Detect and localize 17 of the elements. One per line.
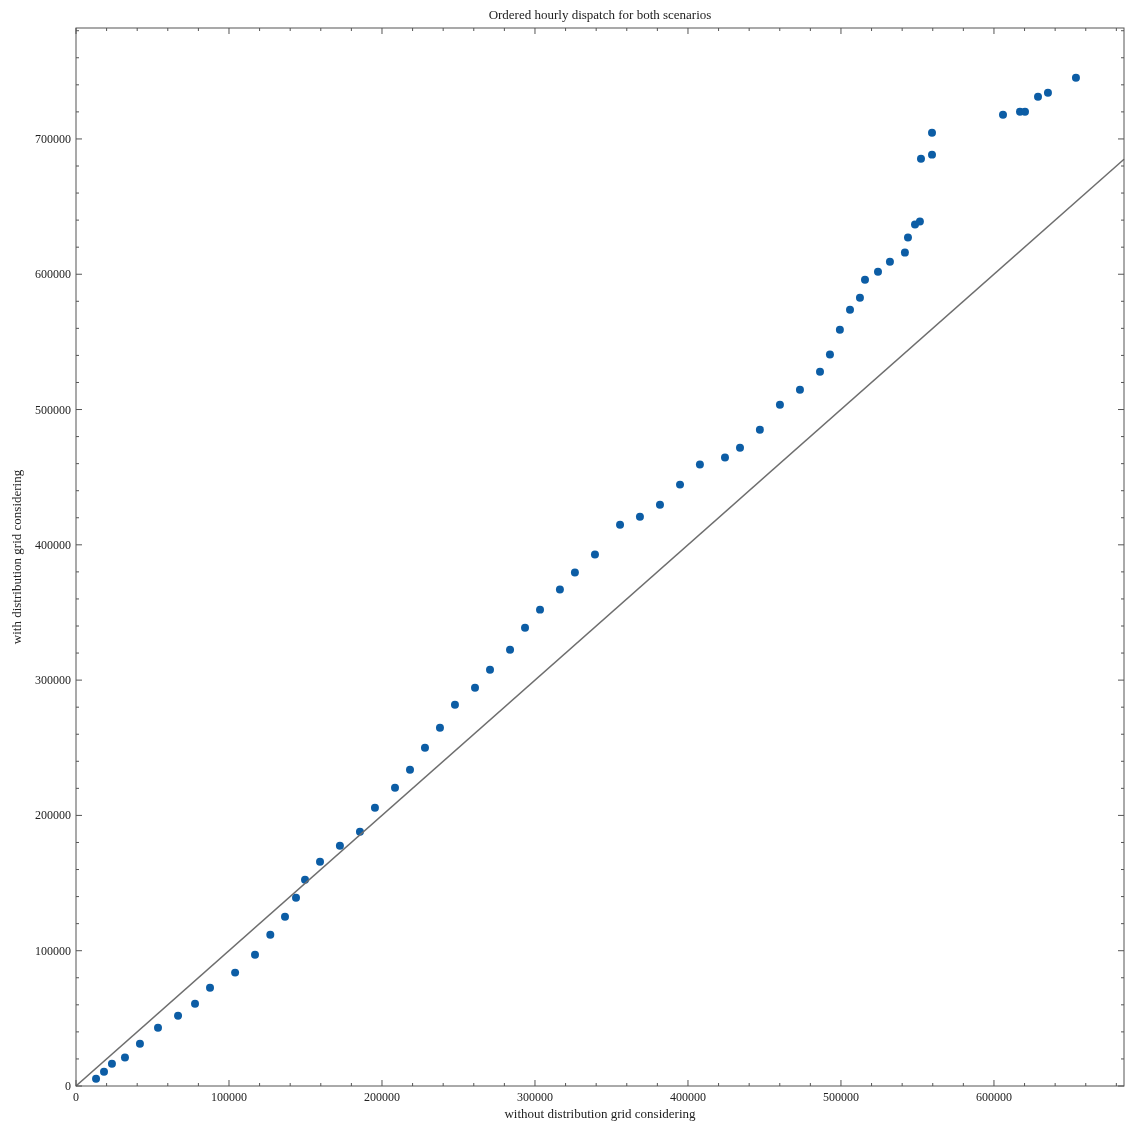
y-tick-label: 400000	[35, 537, 71, 552]
y-tick-label: 700000	[35, 131, 71, 146]
x-tick-label: 200000	[363, 1090, 400, 1104]
x-tick-label: 400000	[669, 1090, 706, 1104]
x-tick-label: 600000	[975, 1090, 1012, 1104]
y-tick-label: 600000	[35, 267, 71, 282]
y-tick-label: 100000	[35, 943, 71, 958]
y-tick-label: 0	[65, 1079, 71, 1093]
y-axis-title: with distribution grid considering	[9, 469, 24, 645]
y-tick-label: 500000	[35, 402, 71, 417]
y-tick-label: 200000	[35, 808, 71, 823]
x-tick-label: 500000	[822, 1090, 859, 1104]
chart-title: Ordered hourly dispatch for both scenarios	[488, 7, 712, 22]
y-tick-label: 300000	[35, 673, 71, 688]
x-axis-title: without distribution grid considering	[504, 1106, 697, 1121]
x-tick-label: 300000	[516, 1090, 553, 1104]
x-tick-label: 100000	[210, 1090, 247, 1104]
